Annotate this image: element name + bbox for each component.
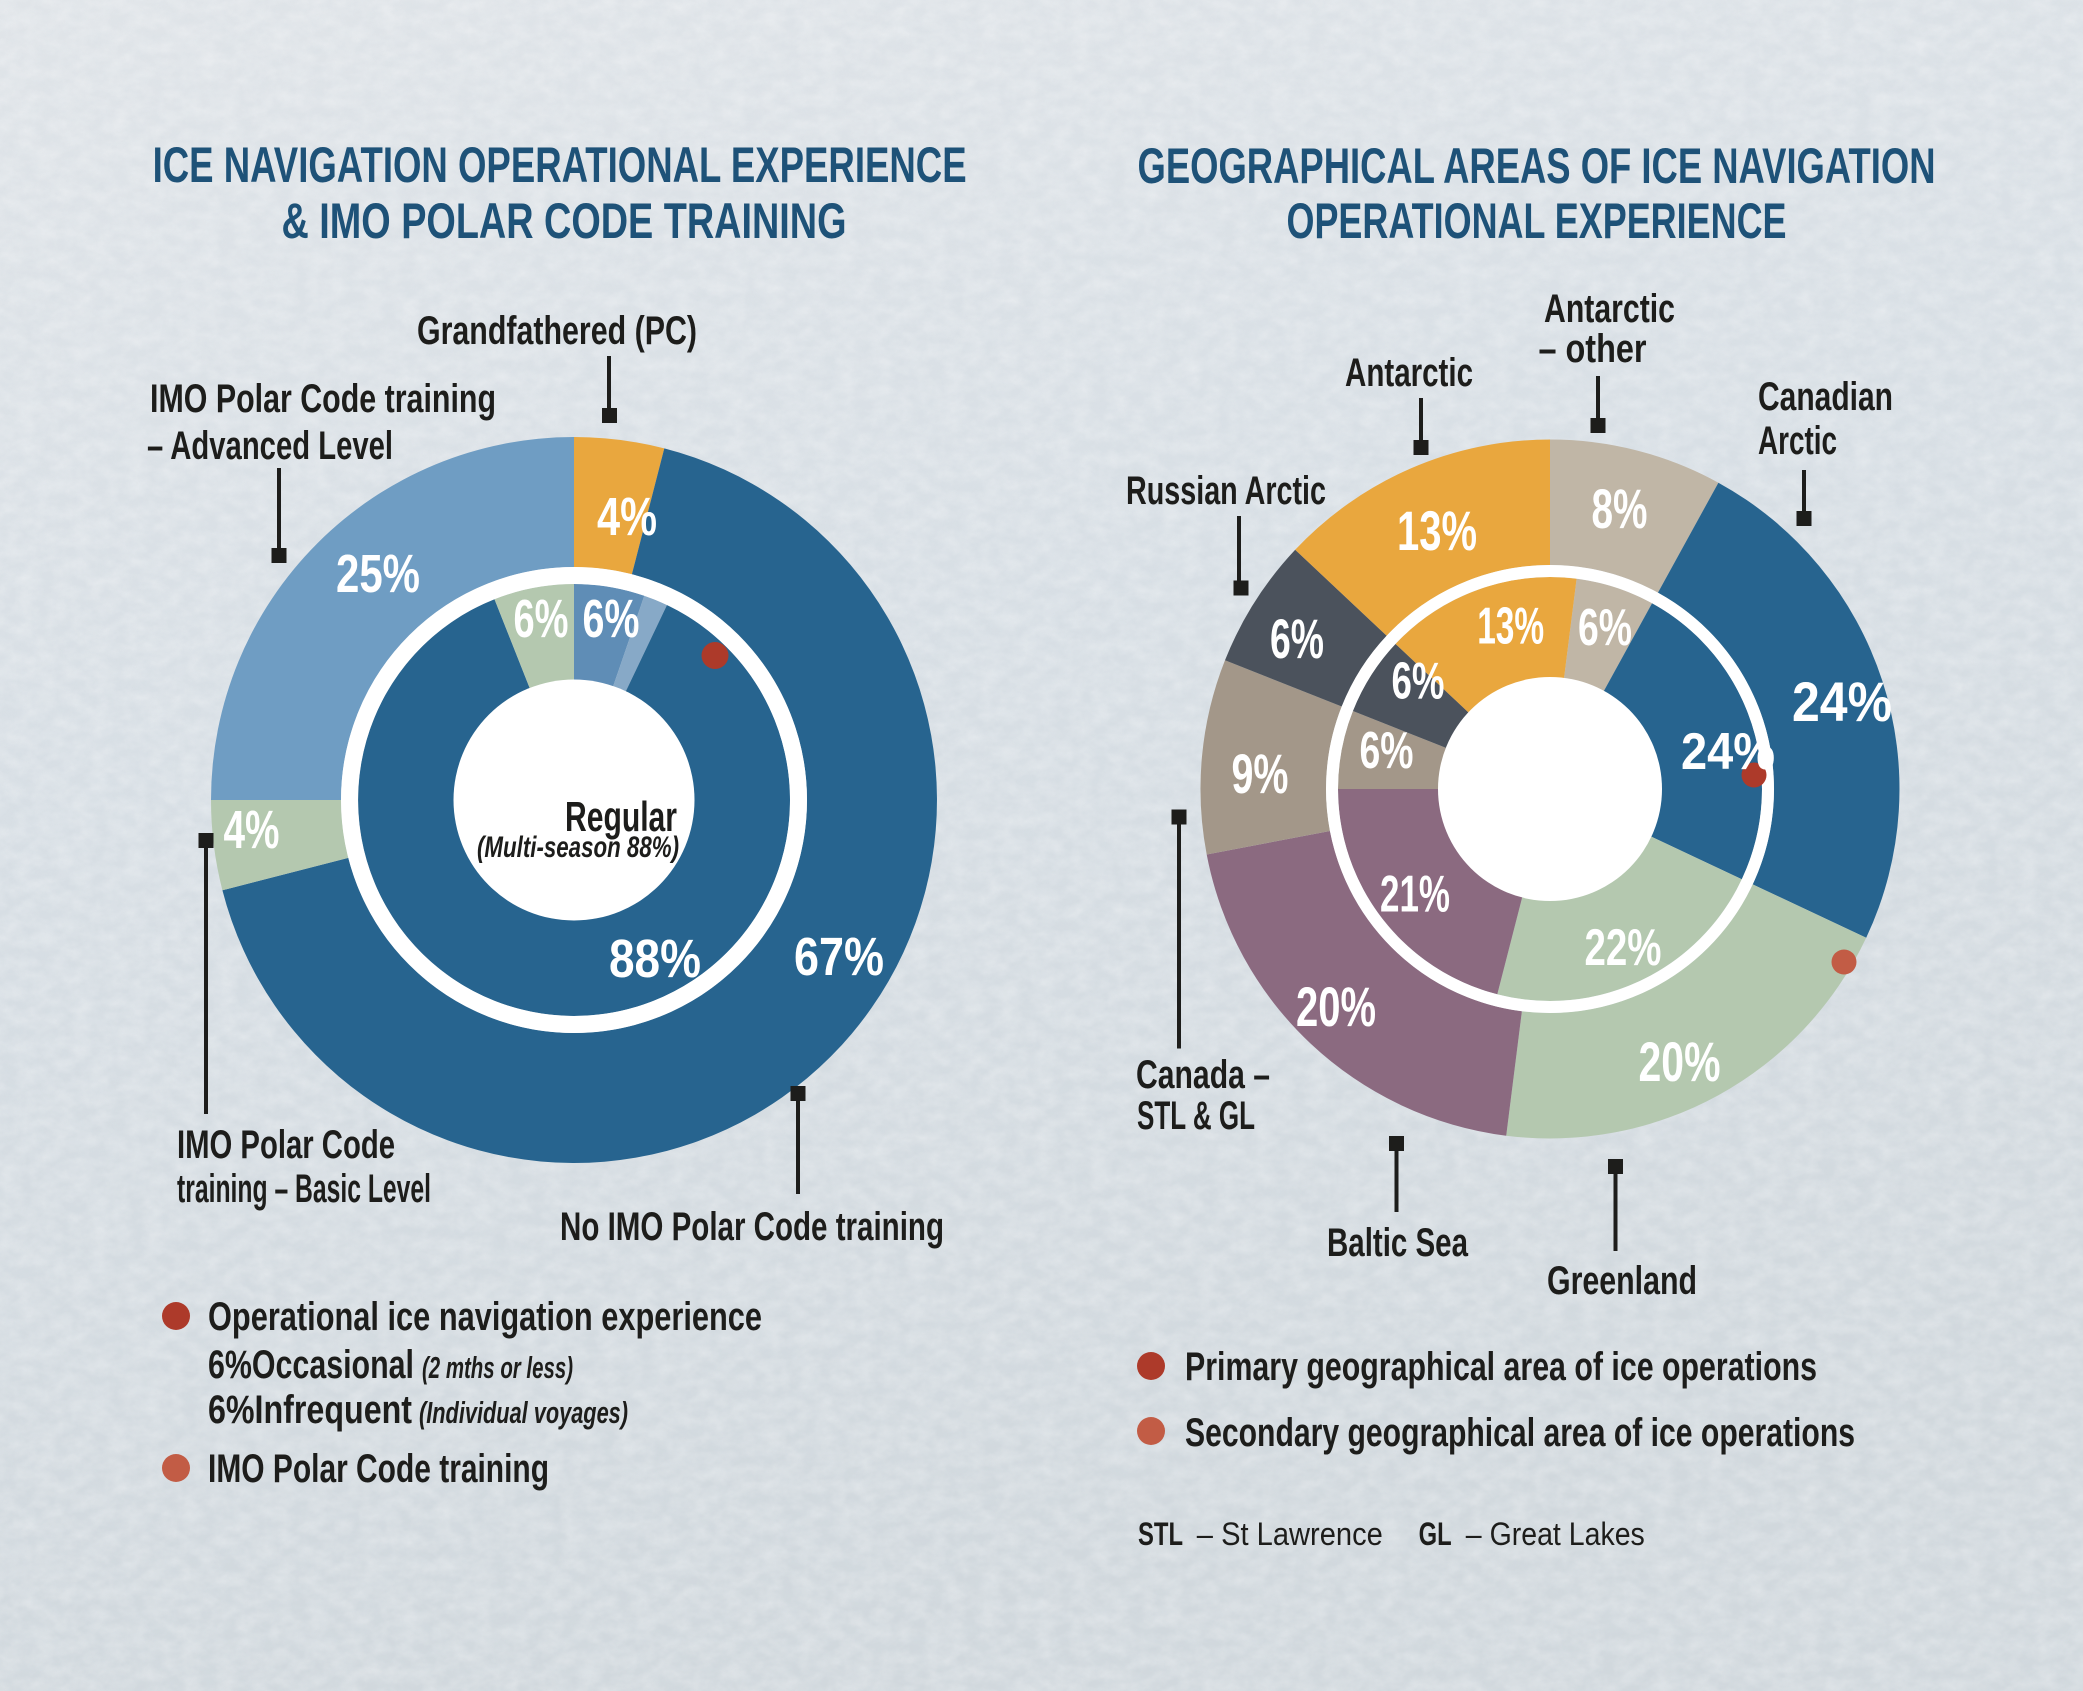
svg-text:GEOGRAPHICAL AREAS OF ICE NAVI: GEOGRAPHICAL AREAS OF ICE NAVIGATION: [1138, 138, 1936, 194]
svg-text:Antarctic: Antarctic: [1544, 287, 1675, 331]
svg-text:Baltic Sea: Baltic Sea: [1327, 1221, 1469, 1265]
svg-text:– Advanced Level: – Advanced Level: [147, 424, 393, 468]
svg-text:– other: – other: [1539, 327, 1647, 371]
svg-text:STL: STL: [1138, 1516, 1183, 1552]
svg-text:6%: 6%: [514, 589, 569, 649]
svg-text:Antarctic: Antarctic: [1345, 351, 1473, 395]
svg-text:Secondary geographical area of: Secondary geographical area of ice opera…: [1185, 1411, 1855, 1455]
svg-text:9%: 9%: [1232, 742, 1289, 805]
svg-text:4%: 4%: [597, 487, 657, 547]
svg-text:24%: 24%: [1681, 723, 1775, 781]
svg-text:Arctic: Arctic: [1758, 419, 1837, 463]
svg-text:(Individual voyages): (Individual voyages): [419, 1395, 628, 1430]
svg-text:Canadian: Canadian: [1758, 375, 1893, 419]
svg-text:8%: 8%: [1592, 477, 1648, 540]
svg-text:Canada –: Canada –: [1136, 1053, 1270, 1097]
svg-text:No IMO Polar Code training: No IMO Polar Code training: [560, 1205, 944, 1249]
svg-text:21%: 21%: [1380, 866, 1450, 924]
svg-text:IMO Polar Code training: IMO Polar Code training: [150, 377, 496, 421]
svg-text:6%: 6%: [1270, 607, 1324, 670]
svg-text:ICE NAVIGATION OPERATIONAL EXP: ICE NAVIGATION OPERATIONAL EXPERIENCE: [153, 137, 967, 193]
svg-text:Grandfathered (PC): Grandfathered (PC): [417, 309, 697, 353]
svg-text:22%: 22%: [1585, 919, 1662, 977]
svg-text:6%: 6%: [1578, 599, 1632, 657]
svg-text:GL: GL: [1419, 1516, 1452, 1552]
svg-text:Primary geographical area of i: Primary geographical area of ice operati…: [1185, 1345, 1817, 1389]
svg-text:training – Basic Level: training – Basic Level: [177, 1167, 431, 1211]
svg-text:6%Infrequent: 6%Infrequent: [208, 1388, 412, 1432]
svg-text:STL & GL: STL & GL: [1137, 1094, 1255, 1138]
svg-text:25%: 25%: [336, 544, 420, 604]
svg-text:67%: 67%: [794, 927, 884, 987]
svg-text:– Great Lakes: – Great Lakes: [1466, 1516, 1645, 1552]
svg-text:(Multi-season 88%): (Multi-season 88%): [477, 831, 679, 864]
svg-text:IMO Polar Code training: IMO Polar Code training: [208, 1447, 549, 1491]
svg-text:IMO Polar Code: IMO Polar Code: [177, 1123, 395, 1167]
svg-text:20%: 20%: [1296, 975, 1376, 1038]
svg-text:& IMO POLAR CODE TRAINING: & IMO POLAR CODE TRAINING: [282, 193, 847, 249]
svg-text:6%Occasional: 6%Occasional: [208, 1343, 414, 1387]
svg-text:13%: 13%: [1477, 598, 1544, 656]
svg-text:13%: 13%: [1397, 499, 1477, 562]
svg-text:6%: 6%: [583, 589, 640, 649]
svg-text:4%: 4%: [224, 800, 280, 860]
svg-text:Greenland: Greenland: [1547, 1259, 1697, 1303]
svg-text:88%: 88%: [609, 929, 701, 989]
svg-text:24%: 24%: [1792, 670, 1892, 733]
svg-text:6%: 6%: [1392, 653, 1445, 711]
svg-text:6%: 6%: [1360, 722, 1414, 780]
svg-text:Russian Arctic: Russian Arctic: [1126, 469, 1326, 513]
svg-text:(2 mths or less): (2 mths or less): [422, 1350, 573, 1385]
svg-text:Regular: Regular: [565, 793, 677, 840]
svg-text:20%: 20%: [1639, 1030, 1721, 1093]
svg-text:– St Lawrence: – St Lawrence: [1197, 1516, 1383, 1552]
svg-text:Operational ice navigation exp: Operational ice navigation experience: [208, 1295, 762, 1339]
svg-text:OPERATIONAL EXPERIENCE: OPERATIONAL EXPERIENCE: [1287, 193, 1787, 249]
